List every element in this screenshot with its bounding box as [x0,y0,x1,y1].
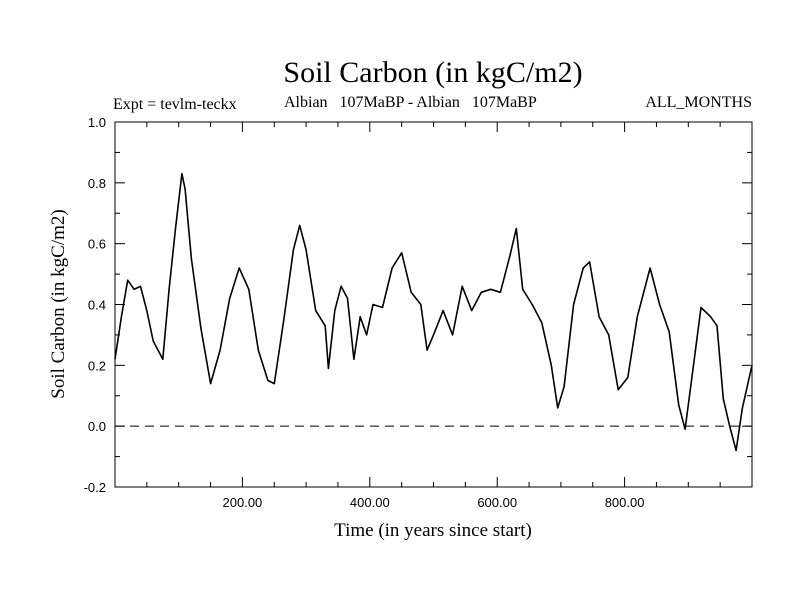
experiment-label: Expt = tevlm-teckx [113,96,237,113]
x-axis-label: Time (in years since start) [334,520,532,541]
y-tick-label: 0.6 [88,237,106,252]
x-tick-label: 600.00 [477,495,517,510]
x-tick-label: 800.00 [605,495,645,510]
period-label: Albian 107MaBP - Albian 107MaBP [284,94,537,111]
y-tick-label: 1.0 [88,115,106,130]
y-tick-label: 0.4 [88,298,106,313]
y-axis-label: Soil Carbon (in kgC/m2) [48,209,69,398]
y-tick-label: 0.2 [88,358,106,373]
axis-tick-labels: -0.2 0.0 0.2 0.4 0.6 0.8 1.0 200.00 400.00 600.00… [84,115,645,510]
series-line-soil-carbon [114,172,753,452]
x-tick-label: 200.00 [223,495,263,510]
y-tick-label: 0.0 [88,419,106,434]
axis-ticks [115,121,752,488]
chart-title: Soil Carbon (in kgC/m2) [283,56,582,89]
x-tick-label: 400.00 [350,495,390,510]
y-tick-label: -0.2 [84,480,106,495]
y-tick-label: 0.8 [88,176,106,191]
plot-frame [114,121,753,488]
months-label: ALL_MONTHS [645,94,752,111]
